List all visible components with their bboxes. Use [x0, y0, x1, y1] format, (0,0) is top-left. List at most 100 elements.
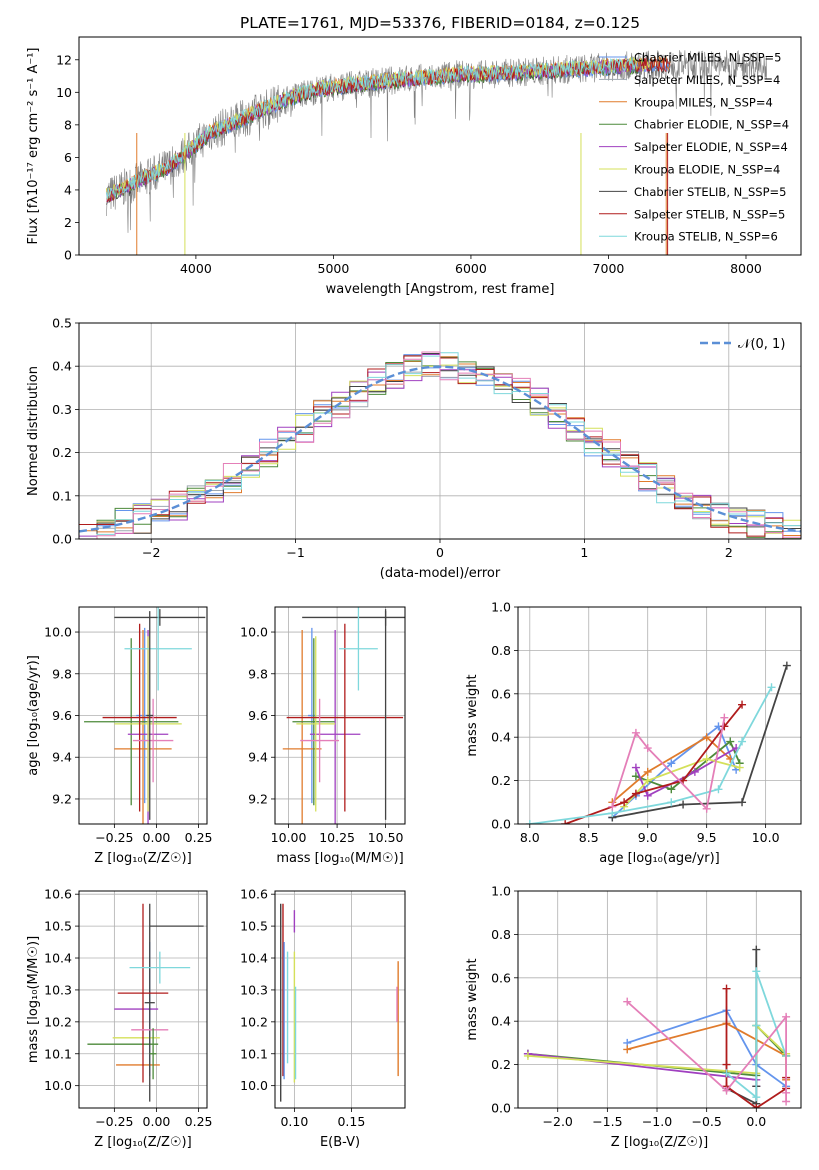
error-bar-point — [114, 609, 206, 626]
x-tick-label: 5000 — [318, 261, 350, 276]
x-axis-label: (data-model)/error — [380, 566, 501, 581]
x-tick-label: 2 — [725, 545, 733, 560]
mass-weight-series — [612, 665, 788, 819]
data-marker — [623, 1045, 632, 1054]
plot-area — [87, 903, 204, 1102]
plot-area — [525, 661, 791, 824]
y-tick-label: 0.0 — [491, 1101, 511, 1116]
y-axis-label: Flux [fλ10⁻¹⁷ erg cm⁻² s⁻¹ A⁻¹] — [26, 48, 41, 245]
data-marker — [782, 1012, 791, 1021]
legend-entry: Salpeter STELIB, N_SSP=5 — [634, 207, 785, 221]
data-marker — [631, 728, 640, 737]
data-marker — [643, 744, 652, 753]
x-tick-label: −2.0 — [543, 1114, 573, 1129]
error-bar-point — [114, 636, 182, 812]
y-tick-label: 0.4 — [52, 359, 72, 374]
data-marker — [561, 820, 570, 824]
y-tick-label: 0.6 — [491, 970, 511, 985]
legend-entry: Kroupa MILES, N_SSP=4 — [634, 95, 773, 109]
normal-distribution-curve — [79, 365, 801, 533]
data-marker — [608, 802, 617, 811]
axes-frame — [274, 606, 406, 825]
x-axis-label: age [log₁₀(age/yr)] — [599, 851, 720, 866]
data-marker — [752, 945, 761, 954]
y-tick-label: 0.6 — [491, 686, 511, 701]
error-bar-point — [339, 607, 378, 691]
data-marker — [722, 984, 731, 993]
x-tick-label: 0.15 — [337, 1114, 365, 1129]
x-axis-label: E(B-V) — [320, 1135, 360, 1150]
y-axis-label: Normed distribution — [26, 366, 41, 496]
y-tick-label: 10.5 — [44, 919, 72, 934]
data-marker — [782, 1088, 791, 1097]
data-marker — [726, 737, 735, 746]
x-tick-label: 0.25 — [185, 1114, 213, 1129]
error-bar-point — [146, 611, 154, 820]
y-tick-label: 2 — [64, 215, 72, 230]
x-axis-label: mass [log₁₀(M/M☉)] — [276, 851, 403, 866]
legend-entry: 𝒩(0, 1) — [738, 337, 785, 352]
y-tick-label: 9.4 — [248, 750, 268, 765]
axes-frame — [78, 890, 208, 1109]
x-tick-label: −2 — [142, 545, 160, 560]
data-marker — [714, 785, 723, 794]
data-marker — [702, 754, 711, 763]
legend-entry: Kroupa STELIB, N_SSP=6 — [634, 230, 778, 244]
y-tick-label: 10.6 — [44, 887, 72, 902]
error-bar-point — [124, 607, 192, 691]
y-tick-label: 0.5 — [52, 316, 72, 331]
plot-area — [282, 607, 405, 824]
data-marker — [620, 798, 629, 807]
error-bar-point — [309, 629, 361, 824]
x-tick-label: 7000 — [593, 261, 625, 276]
y-tick-label: 9.2 — [248, 791, 268, 806]
x-axis-label: wavelength [Angstrom, rest frame] — [326, 282, 555, 297]
axes-frame — [78, 36, 802, 256]
x-tick-label: 0.00 — [143, 830, 171, 845]
error-bar-point — [149, 1028, 157, 1080]
y-tick-label: 0 — [64, 248, 72, 263]
x-tick-label: −1.5 — [592, 1114, 622, 1129]
axes-frame — [78, 606, 208, 825]
error-bar-point — [84, 638, 179, 806]
y-tick-label: 10.1 — [44, 1046, 72, 1061]
legend-entry: Salpeter ELODIE, N_SSP=4 — [634, 140, 788, 154]
y-axis-label: mass weight — [465, 958, 480, 1040]
data-marker — [623, 997, 632, 1006]
error-bar-point — [102, 623, 177, 812]
data-marker — [643, 767, 652, 776]
axes-frame — [274, 890, 406, 1109]
data-marker — [752, 1104, 761, 1108]
spectrum-chart: 4000 5000 6000 7000 8000 0 2 4 6 8 10 12 wavelength … — [26, 36, 802, 297]
y-tick-label: 10.2 — [44, 1014, 72, 1029]
data-marker — [690, 767, 699, 776]
x-tick-label: 10.0 — [752, 830, 780, 845]
y-tick-label: 10.0 — [44, 1078, 72, 1093]
data-marker — [702, 733, 711, 742]
y-tick-label: 10.5 — [240, 919, 268, 934]
legend-entry: Salpeter MILES, N_SSP=4 — [634, 73, 780, 87]
data-marker — [738, 737, 747, 746]
x-tick-label: 1 — [580, 545, 588, 560]
mass-weight-series — [635, 740, 741, 791]
mass-vs-ebv-chart: 0.10 0.15 10.0 10.1 10.2 10.3 10.4 10.5 10.6 E(B-… — [240, 887, 406, 1150]
x-tick-label: 6000 — [455, 261, 487, 276]
data-marker — [752, 967, 761, 976]
age-vs-metallicity-chart: −0.25 0.00 0.25 9.2 9.4 9.6 9.8 10.0 Z [log₁₀(Z/… — [26, 606, 213, 866]
y-tick-label: 9.8 — [248, 666, 268, 681]
plot-area — [523, 945, 791, 1108]
error-bar-point — [132, 698, 174, 783]
y-tick-label: 9.6 — [248, 708, 268, 723]
residual-histogram-chart: −2 −1 0 1 2 0.0 0.1 0.2 0.3 0.4 0.5 (data-model)/er… — [26, 316, 802, 581]
error-bar-point — [300, 698, 340, 783]
data-marker — [722, 1060, 731, 1069]
spectrum-legend: Chabrier MILES, N_SSP=5 Salpeter MILES, N… — [599, 51, 789, 244]
y-tick-label: 0.3 — [52, 402, 72, 417]
plot-area — [106, 49, 767, 255]
legend-entry: Chabrier STELIB, N_SSP=5 — [634, 185, 786, 199]
x-tick-label: 8.5 — [579, 830, 599, 845]
error-bar-point — [117, 903, 169, 1083]
x-tick-label: −0.5 — [691, 1114, 721, 1129]
data-marker — [525, 820, 534, 824]
x-tick-label: 0 — [436, 545, 444, 560]
